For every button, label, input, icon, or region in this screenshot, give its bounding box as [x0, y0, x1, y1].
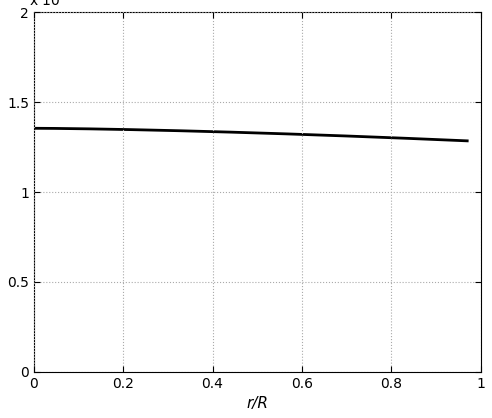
- X-axis label: r/R: r/R: [246, 396, 268, 411]
- Text: x 10$^{-3}$: x 10$^{-3}$: [30, 0, 75, 9]
